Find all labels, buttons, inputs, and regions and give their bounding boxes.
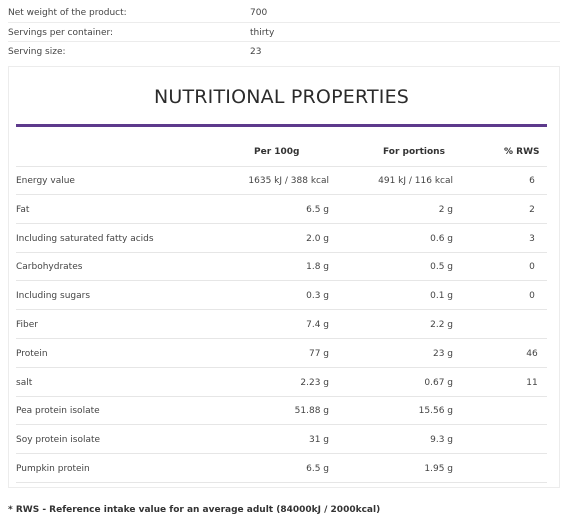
row-name: Pea protein isolate bbox=[16, 406, 100, 416]
row-per100: 1635 kJ / 388 kcal bbox=[248, 176, 329, 186]
divider bbox=[16, 453, 547, 454]
row-per100: 0.3 g bbox=[306, 291, 329, 301]
divider bbox=[16, 223, 547, 224]
row-portion: 2 g bbox=[438, 205, 453, 215]
divider bbox=[16, 367, 547, 368]
divider bbox=[16, 252, 547, 253]
row-rws: 6 bbox=[529, 176, 535, 186]
info-value: 700 bbox=[250, 8, 268, 18]
row-portion: 1.95 g bbox=[424, 464, 453, 474]
row-portion: 0.5 g bbox=[430, 262, 453, 272]
row-name: salt bbox=[16, 378, 33, 388]
row-name: Carbohydrates bbox=[16, 262, 83, 272]
info-value: 23 bbox=[250, 47, 262, 57]
row-portion: 0.1 g bbox=[430, 291, 453, 301]
footnote: * RWS - Reference intake value for an av… bbox=[8, 505, 381, 515]
divider bbox=[8, 41, 560, 42]
info-label: Servings per container: bbox=[8, 28, 114, 38]
row-portion: 491 kJ / 116 kcal bbox=[378, 176, 453, 186]
row-name: Fat bbox=[16, 205, 30, 215]
divider bbox=[16, 424, 547, 425]
row-rws: 46 bbox=[526, 349, 538, 359]
row-per100: 6.5 g bbox=[306, 205, 329, 215]
row-portion: 2.2 g bbox=[430, 320, 453, 330]
row-per100: 2.23 g bbox=[300, 378, 329, 388]
row-per100: 51.88 g bbox=[294, 406, 329, 416]
divider bbox=[16, 338, 547, 339]
row-rws: 2 bbox=[529, 205, 535, 215]
header-per100: Per 100g bbox=[254, 147, 300, 157]
row-name: Protein bbox=[16, 349, 48, 359]
page-title: NUTRITIONAL PROPERTIES bbox=[153, 86, 410, 108]
row-portion: 0.67 g bbox=[424, 378, 453, 388]
divider bbox=[16, 194, 547, 195]
row-name: Soy protein isolate bbox=[16, 435, 101, 445]
info-label: Serving size: bbox=[8, 47, 66, 57]
divider bbox=[16, 309, 547, 310]
row-rws: 0 bbox=[529, 291, 535, 301]
row-name: Including sugars bbox=[16, 291, 91, 301]
divider bbox=[8, 66, 560, 67]
row-name: Fiber bbox=[16, 320, 38, 330]
row-per100: 7.4 g bbox=[306, 320, 329, 330]
divider bbox=[8, 22, 560, 23]
row-portion: 15.56 g bbox=[418, 406, 453, 416]
info-label: Net weight of the product: bbox=[8, 8, 127, 18]
row-per100: 2.0 g bbox=[306, 234, 329, 244]
title-underline bbox=[16, 124, 547, 127]
divider bbox=[16, 280, 547, 281]
row-per100: 31 g bbox=[308, 435, 329, 445]
row-name: Including saturated fatty acids bbox=[16, 234, 154, 244]
row-rws: 11 bbox=[526, 378, 538, 388]
divider bbox=[16, 482, 547, 483]
info-value: thirty bbox=[250, 28, 275, 38]
row-portion: 0.6 g bbox=[430, 234, 453, 244]
row-portion: 9.3 g bbox=[430, 435, 453, 445]
row-name: Pumpkin protein bbox=[16, 464, 90, 474]
row-rws: 3 bbox=[529, 234, 535, 244]
row-per100: 6.5 g bbox=[306, 464, 329, 474]
nutrition-card bbox=[8, 66, 560, 488]
row-per100: 77 g bbox=[308, 349, 329, 359]
header-portion: For portions bbox=[383, 147, 445, 157]
row-rws: 0 bbox=[529, 262, 535, 272]
divider bbox=[16, 166, 547, 167]
row-name: Energy value bbox=[16, 176, 75, 186]
divider bbox=[16, 396, 547, 397]
header-rws: % RWS bbox=[504, 147, 540, 157]
row-portion: 23 g bbox=[432, 349, 453, 359]
row-per100: 1.8 g bbox=[306, 262, 329, 272]
